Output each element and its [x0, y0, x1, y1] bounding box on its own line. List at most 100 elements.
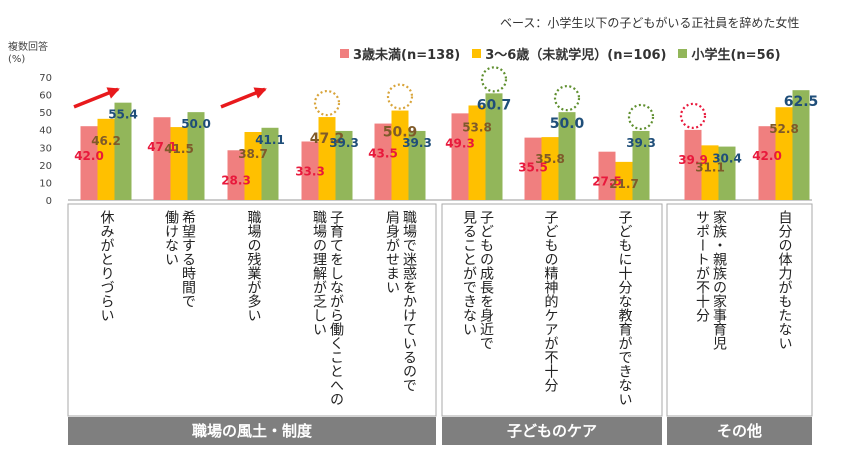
data-label: 39.3 [329, 136, 359, 150]
y-tick-label: 0 [46, 196, 52, 207]
category-label-line: 休みがとりづらい [98, 210, 115, 322]
bar [114, 102, 132, 200]
group-frame [666, 203, 813, 417]
bar [558, 112, 576, 200]
bar [80, 126, 98, 200]
bar [718, 146, 736, 200]
y-tick-label: 10 [39, 178, 52, 189]
category-label-line: 見ることができない [461, 210, 477, 336]
bar [261, 127, 279, 200]
category-label-line: 肩身がせまい [384, 210, 400, 294]
bar [318, 117, 336, 200]
data-label: 39.9 [678, 153, 708, 167]
y-tick-label: 30 [39, 143, 52, 154]
y-axis-label-line: (%) [8, 54, 26, 65]
y-tick-label: 70 [39, 73, 52, 84]
y-tick-label: 20 [39, 161, 52, 172]
data-label: 42.0 [752, 149, 782, 163]
y-tick-label: 60 [39, 91, 52, 102]
data-label: 41.5 [164, 142, 194, 156]
group-band: 職場の風土・制度 [68, 417, 436, 445]
legend-item-elementary: 小学生(n=56) [678, 44, 781, 63]
category-label: 子どもに十分な教育ができない [616, 210, 633, 406]
bar [170, 127, 188, 200]
bar [227, 150, 245, 200]
data-label: 35.5 [518, 161, 548, 175]
data-label: 39.3 [402, 136, 432, 150]
data-label: 49.3 [445, 136, 475, 150]
data-label: 38.7 [238, 147, 268, 161]
bar [684, 129, 702, 200]
bar [485, 93, 503, 200]
data-label: 43.5 [368, 147, 398, 161]
data-label: 39.3 [626, 136, 656, 150]
group-band: その他 [667, 417, 812, 445]
category-label-line: 家族・親族の家事育児 [711, 210, 727, 350]
bar [758, 126, 776, 200]
bar [792, 90, 810, 200]
bar [632, 130, 650, 200]
legend-item-preschool: 3～6歳（未就学児）(n=106) [472, 44, 666, 63]
bar [451, 113, 469, 200]
group-frame [67, 203, 437, 417]
bar [541, 137, 559, 200]
group-frame [441, 203, 663, 417]
category-label-line: 子育てをしながら働くことへの [328, 210, 344, 406]
bar [153, 117, 171, 200]
bar [615, 161, 633, 200]
bar [701, 145, 719, 200]
data-label: 53.8 [462, 120, 492, 134]
legend-swatch-under3 [340, 49, 349, 58]
bar [408, 130, 426, 200]
legend-label-elementary: 小学生(n=56) [691, 48, 781, 63]
trend-arrow-head [253, 87, 267, 99]
data-label: 41.1 [255, 133, 285, 147]
category-label-line: 働けない [163, 210, 179, 266]
category-label-line: 職場の残業が多い [245, 210, 262, 322]
data-label: 28.3 [221, 173, 251, 187]
bar [301, 141, 319, 200]
data-label: 50.9 [383, 125, 418, 141]
data-label: 55.4 [108, 108, 138, 122]
category-label-line: サポートが不十分 [694, 210, 710, 322]
category-label: 子どもの精神的ケアが不十分 [542, 210, 559, 392]
data-label: 46.2 [91, 134, 121, 148]
highlight-ring [627, 103, 655, 131]
bar [97, 118, 115, 200]
data-label: 31.1 [695, 160, 725, 174]
y-tick-label: 40 [39, 126, 52, 137]
category-label-line: 子どもの精神的ケアが不十分 [542, 210, 559, 392]
data-label: 21.7 [609, 177, 639, 191]
category-label: 職場の残業が多い [245, 210, 262, 322]
legend-label-under3: 3歳未満(n=138) [353, 48, 461, 63]
legend-swatch-preschool [472, 49, 482, 58]
data-label: 50.0 [550, 116, 585, 132]
data-label: 42.0 [74, 149, 104, 163]
y-axis-label: 複数回答 (%) [8, 42, 48, 66]
base-note: ベース：小学生以下の子どもがいる正社員を辞めた女性 [500, 16, 800, 30]
category-label: 希望する時間で 働けない [162, 210, 196, 308]
trend-arrow-head [106, 87, 120, 99]
data-label: 50.0 [181, 117, 211, 131]
data-label: 62.5 [784, 94, 819, 110]
group-band: 子どものケア [442, 417, 662, 445]
y-tick-label: 50 [39, 108, 52, 119]
highlight-ring [480, 66, 508, 93]
category-label: 職場で迷惑をかけているので 肩身がせまい [383, 210, 417, 392]
bar [391, 110, 409, 200]
data-label: 30.4 [712, 152, 742, 166]
highlight-ring [386, 83, 414, 110]
bar [775, 107, 793, 200]
category-label-line: 自分の体力がもたない [776, 210, 793, 350]
data-label: 47.1 [147, 140, 177, 154]
bar [374, 123, 392, 200]
data-label: 47.2 [310, 131, 345, 147]
bar [468, 105, 486, 200]
highlight-ring [553, 85, 581, 112]
category-label: 家族・親族の家事育児 サポートが不十分 [693, 210, 727, 350]
highlight-ring [679, 102, 707, 129]
category-label: 休みがとりづらい [98, 210, 115, 322]
category-label: 子育てをしながら働くことへの 職場の理解が乏しい [310, 210, 344, 406]
legend: 3歳未満(n=138) 3～6歳（未就学児）(n=106) 小学生(n=56) [340, 44, 781, 63]
